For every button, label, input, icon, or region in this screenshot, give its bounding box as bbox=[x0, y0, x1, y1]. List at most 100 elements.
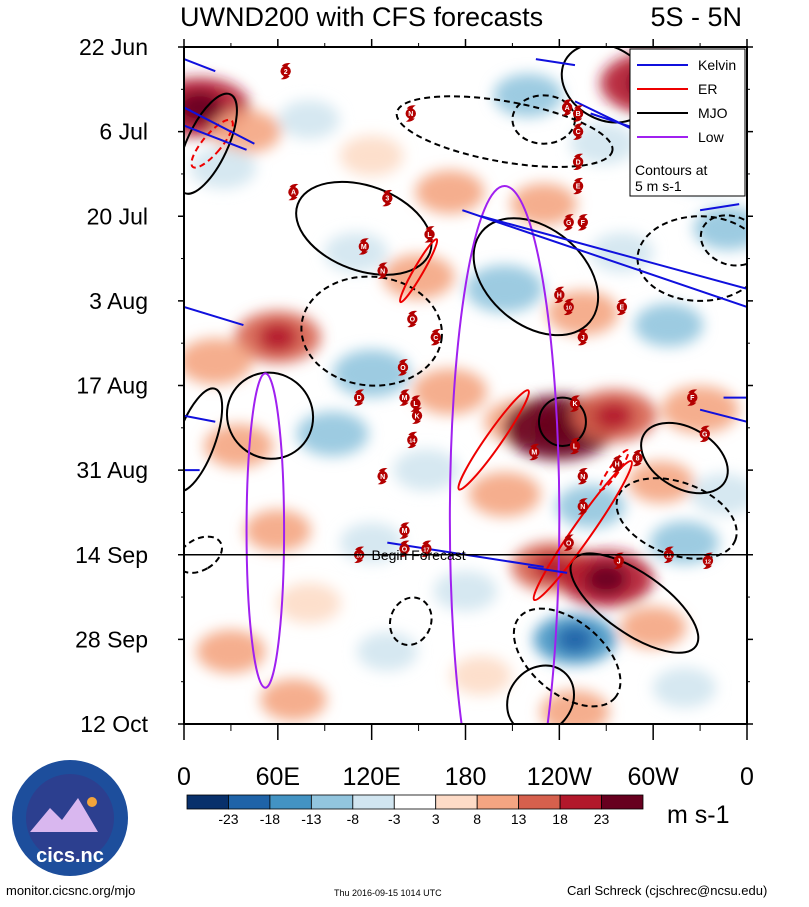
logo-text: cics.nc bbox=[36, 845, 104, 867]
anomaly-blob-41 bbox=[356, 632, 418, 671]
mjo-solid-contour-5 bbox=[538, 396, 587, 447]
storm-arm-icon bbox=[412, 419, 422, 424]
storm-arm-icon bbox=[663, 558, 673, 563]
storm-arm-icon bbox=[431, 328, 441, 334]
footer-url[interactable]: monitor.cicsnc.org/mjo bbox=[6, 883, 136, 898]
storm-arm-icon bbox=[400, 540, 410, 545]
kelvin-contour-1 bbox=[184, 106, 255, 145]
storm-icon bbox=[572, 180, 584, 192]
mjo-solid-contour-4 bbox=[225, 371, 315, 460]
legend-note-line1: Contours at bbox=[635, 162, 707, 178]
anomaly-blob-30 bbox=[690, 473, 747, 516]
anomaly-blob-39 bbox=[620, 606, 687, 649]
storm-marker-29: L bbox=[569, 437, 581, 455]
storm-marker-13: N bbox=[377, 262, 388, 279]
anomaly-blob-44 bbox=[260, 678, 327, 721]
storm-arm-icon bbox=[358, 250, 368, 255]
storm-arm-icon bbox=[377, 274, 387, 279]
storm-label: J bbox=[581, 335, 585, 342]
axis-labels: 22 Jun 6 Jul 20 Jul 3 Aug 17 Aug 31 Aug 14 Sep… bbox=[75, 34, 754, 791]
storm-arm-icon bbox=[382, 202, 392, 207]
storm-arm-icon bbox=[577, 480, 587, 485]
storm-arm-icon bbox=[702, 564, 712, 569]
storm-marker-16: E bbox=[616, 298, 628, 316]
anomaly-blob-10 bbox=[693, 206, 747, 250]
storm-icon bbox=[407, 313, 418, 325]
storm-icon bbox=[632, 452, 643, 464]
storm-arm-icon bbox=[280, 75, 290, 80]
storm-label: H bbox=[615, 462, 620, 469]
storm-marker-20: O bbox=[397, 359, 409, 376]
storm-icon bbox=[569, 440, 581, 452]
storm-icon bbox=[405, 108, 416, 119]
storm-marker-18: C bbox=[430, 328, 441, 346]
anomaly-blob-26 bbox=[393, 449, 460, 492]
mjo-dashed-contour-7 bbox=[699, 214, 747, 267]
y-tick-label-8: 12 Oct bbox=[80, 711, 148, 737]
storm-marker-21: D bbox=[353, 389, 365, 406]
storm-arm-icon bbox=[573, 117, 583, 122]
storm-arm-icon bbox=[612, 468, 622, 473]
colorbar-label-7: 13 bbox=[511, 811, 527, 827]
kelvin-contour-6 bbox=[699, 203, 740, 212]
anomaly-core-22 bbox=[594, 401, 634, 431]
storm-icon bbox=[430, 331, 441, 343]
colorbar-bin-1 bbox=[228, 794, 271, 810]
storm-label: G bbox=[702, 431, 708, 438]
low-contour-1 bbox=[448, 185, 561, 724]
legend: Kelvin ER MJO Low Contours at 5 m s-1 bbox=[629, 48, 746, 197]
anomaly-blob-31 bbox=[244, 509, 311, 552]
storm-icon bbox=[616, 301, 628, 313]
x-tick-label-2: 120E bbox=[342, 763, 400, 791]
storm-arm-icon bbox=[400, 389, 410, 394]
storm-arm-icon bbox=[355, 389, 365, 394]
storm-marker-31: H bbox=[611, 455, 623, 473]
storm-label: O bbox=[402, 546, 408, 553]
storm-arm-icon bbox=[577, 226, 587, 231]
storm-label: N bbox=[380, 268, 385, 275]
mjo-solid-contour-9 bbox=[184, 387, 224, 493]
anomaly-blob-37 bbox=[277, 582, 341, 624]
storm-icon bbox=[399, 525, 410, 536]
storm-arm-icon bbox=[408, 431, 418, 436]
storm-icon bbox=[411, 410, 423, 421]
storm-icon bbox=[577, 501, 588, 512]
kelvin-contour-12 bbox=[527, 565, 568, 574]
storm-marker-34: N bbox=[577, 467, 588, 485]
kelvin-contour-2 bbox=[184, 124, 247, 151]
colorbar-label-3: -8 bbox=[347, 811, 360, 827]
legend-label-mjo: MJO bbox=[698, 105, 728, 121]
storm-marker-33: N bbox=[377, 467, 388, 485]
storm-label: A bbox=[565, 105, 570, 112]
storm-label: M bbox=[361, 244, 367, 251]
storm-label: O bbox=[566, 540, 572, 547]
anomaly-blob-3 bbox=[278, 100, 340, 139]
colorbar-label-8: 18 bbox=[552, 811, 568, 827]
storm-arm-icon bbox=[574, 153, 584, 158]
contour-layer bbox=[184, 47, 747, 724]
storm-label: M bbox=[402, 528, 408, 535]
storm-marker-15: 10 bbox=[563, 298, 574, 316]
er-contour-3 bbox=[532, 460, 633, 602]
chart-title: UWND200 with CFS forecasts bbox=[180, 2, 543, 32]
anomaly-blob-2 bbox=[189, 146, 257, 189]
colorbar-label-4: -3 bbox=[388, 811, 401, 827]
x-tick-label-1: 60E bbox=[256, 763, 300, 791]
kelvin-contour-0 bbox=[184, 58, 216, 73]
y-tick-label-7: 28 Sep bbox=[75, 626, 148, 652]
storm-marker-37: O bbox=[399, 540, 410, 557]
colorbar-bin-6 bbox=[435, 794, 478, 810]
storm-icon bbox=[410, 398, 421, 409]
logo-mountain-icon bbox=[30, 798, 98, 832]
anomaly-blob-12 bbox=[382, 254, 455, 300]
colorbar: -23 -18 -13 -8 -3 3 8 13 18 23 bbox=[186, 794, 644, 827]
colorbar-bin-5 bbox=[393, 794, 437, 810]
storm-arm-icon bbox=[564, 534, 574, 539]
storm-icon bbox=[353, 392, 365, 403]
anomaly-blob-4 bbox=[339, 135, 404, 176]
colorbar-label-1: -18 bbox=[260, 811, 280, 827]
colorbar-bin-4 bbox=[352, 794, 395, 810]
storm-arm-icon bbox=[564, 298, 574, 303]
mjo-solid-contour-6 bbox=[640, 421, 729, 495]
